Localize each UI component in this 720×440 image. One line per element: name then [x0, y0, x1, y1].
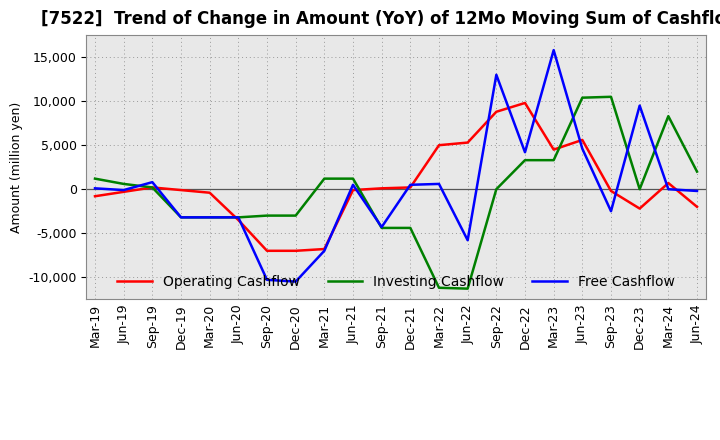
Operating Cashflow [320, 246, 328, 252]
Free Cashflow [292, 279, 300, 284]
Investing Cashflow [292, 213, 300, 218]
Investing Cashflow [664, 114, 672, 119]
Free Cashflow [377, 224, 386, 230]
Free Cashflow [348, 182, 357, 187]
Investing Cashflow [549, 158, 558, 163]
Investing Cashflow [120, 181, 128, 187]
Investing Cashflow [607, 94, 616, 99]
Operating Cashflow [234, 217, 243, 223]
Operating Cashflow [263, 248, 271, 253]
Investing Cashflow [635, 187, 644, 192]
Free Cashflow [578, 146, 587, 151]
Operating Cashflow [435, 143, 444, 148]
Operating Cashflow [521, 100, 529, 106]
Investing Cashflow [348, 176, 357, 181]
Free Cashflow [263, 277, 271, 282]
Free Cashflow [664, 187, 672, 192]
Free Cashflow [607, 209, 616, 214]
Operating Cashflow [91, 194, 99, 199]
Investing Cashflow [176, 215, 185, 220]
Free Cashflow [234, 215, 243, 220]
Operating Cashflow [578, 137, 587, 143]
Free Cashflow [91, 186, 99, 191]
Operating Cashflow [664, 180, 672, 186]
Free Cashflow [176, 215, 185, 220]
Operating Cashflow [377, 186, 386, 191]
Free Cashflow [435, 181, 444, 187]
Investing Cashflow [464, 286, 472, 291]
Operating Cashflow [693, 204, 701, 209]
Operating Cashflow [205, 190, 214, 195]
Operating Cashflow [176, 187, 185, 193]
Investing Cashflow [234, 215, 243, 220]
Investing Cashflow [406, 225, 415, 231]
Investing Cashflow [521, 158, 529, 163]
Free Cashflow [464, 238, 472, 243]
Investing Cashflow [263, 213, 271, 218]
Free Cashflow [492, 72, 500, 77]
Operating Cashflow [406, 185, 415, 190]
Investing Cashflow [492, 187, 500, 192]
Free Cashflow [521, 150, 529, 155]
Operating Cashflow [492, 109, 500, 114]
Operating Cashflow [148, 185, 157, 190]
Legend: Operating Cashflow, Investing Cashflow, Free Cashflow: Operating Cashflow, Investing Cashflow, … [112, 270, 680, 295]
Y-axis label: Amount (million yen): Amount (million yen) [10, 102, 23, 233]
Investing Cashflow [435, 285, 444, 290]
Operating Cashflow [635, 206, 644, 211]
Free Cashflow [205, 215, 214, 220]
Investing Cashflow [148, 185, 157, 190]
Investing Cashflow [91, 176, 99, 181]
Free Cashflow [320, 248, 328, 253]
Line: Investing Cashflow: Investing Cashflow [95, 97, 697, 289]
Line: Free Cashflow: Free Cashflow [95, 50, 697, 282]
Free Cashflow [693, 188, 701, 194]
Operating Cashflow [464, 140, 472, 145]
Free Cashflow [406, 182, 415, 187]
Investing Cashflow [578, 95, 587, 100]
Free Cashflow [148, 180, 157, 185]
Operating Cashflow [607, 188, 616, 194]
Operating Cashflow [120, 189, 128, 194]
Investing Cashflow [693, 169, 701, 174]
Line: Operating Cashflow: Operating Cashflow [95, 103, 697, 251]
Investing Cashflow [377, 225, 386, 231]
Investing Cashflow [205, 215, 214, 220]
Operating Cashflow [292, 248, 300, 253]
Operating Cashflow [348, 187, 357, 193]
Free Cashflow [549, 48, 558, 53]
Free Cashflow [635, 103, 644, 108]
Free Cashflow [120, 187, 128, 193]
Title: [7522]  Trend of Change in Amount (YoY) of 12Mo Moving Sum of Cashflows: [7522] Trend of Change in Amount (YoY) o… [41, 10, 720, 28]
Operating Cashflow [549, 147, 558, 152]
Investing Cashflow [320, 176, 328, 181]
